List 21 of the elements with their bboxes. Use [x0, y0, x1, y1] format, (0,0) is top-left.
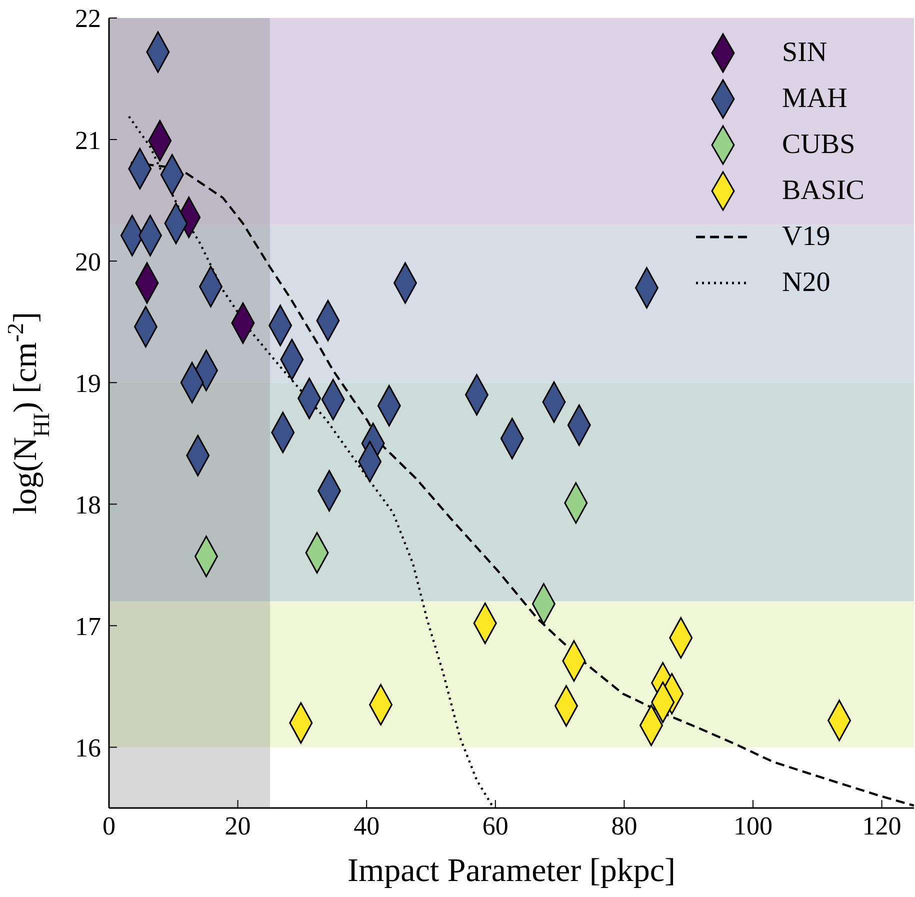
- legend-label: SIN: [782, 37, 828, 69]
- x-tick-label: 100: [734, 811, 772, 840]
- x-tick-label: 40: [354, 811, 380, 840]
- x-tick-label: 60: [482, 811, 508, 840]
- y-tick-label: 20: [75, 247, 101, 276]
- x-tick-label: 20: [224, 811, 251, 840]
- y-tick-label: 17: [75, 612, 101, 641]
- legend-label: CUBS: [782, 129, 856, 161]
- y-tick-label: 16: [75, 733, 101, 762]
- y-tick-label: 21: [75, 126, 101, 155]
- y-tick-label: 19: [75, 368, 101, 398]
- legend-label: N20: [782, 267, 830, 299]
- x-tick-label: 120: [862, 811, 902, 840]
- legend-label: V19: [782, 221, 830, 253]
- legend-label: MAH: [782, 83, 848, 115]
- y-tick-label: 18: [75, 490, 101, 520]
- legend-label: BASIC: [782, 175, 864, 207]
- y-tick-label: 22: [75, 4, 101, 34]
- x-axis-title: Impact Parameter [pkpc]: [347, 853, 676, 889]
- x-tick-label: 0: [102, 811, 116, 840]
- x-tick-label: 80: [611, 811, 638, 840]
